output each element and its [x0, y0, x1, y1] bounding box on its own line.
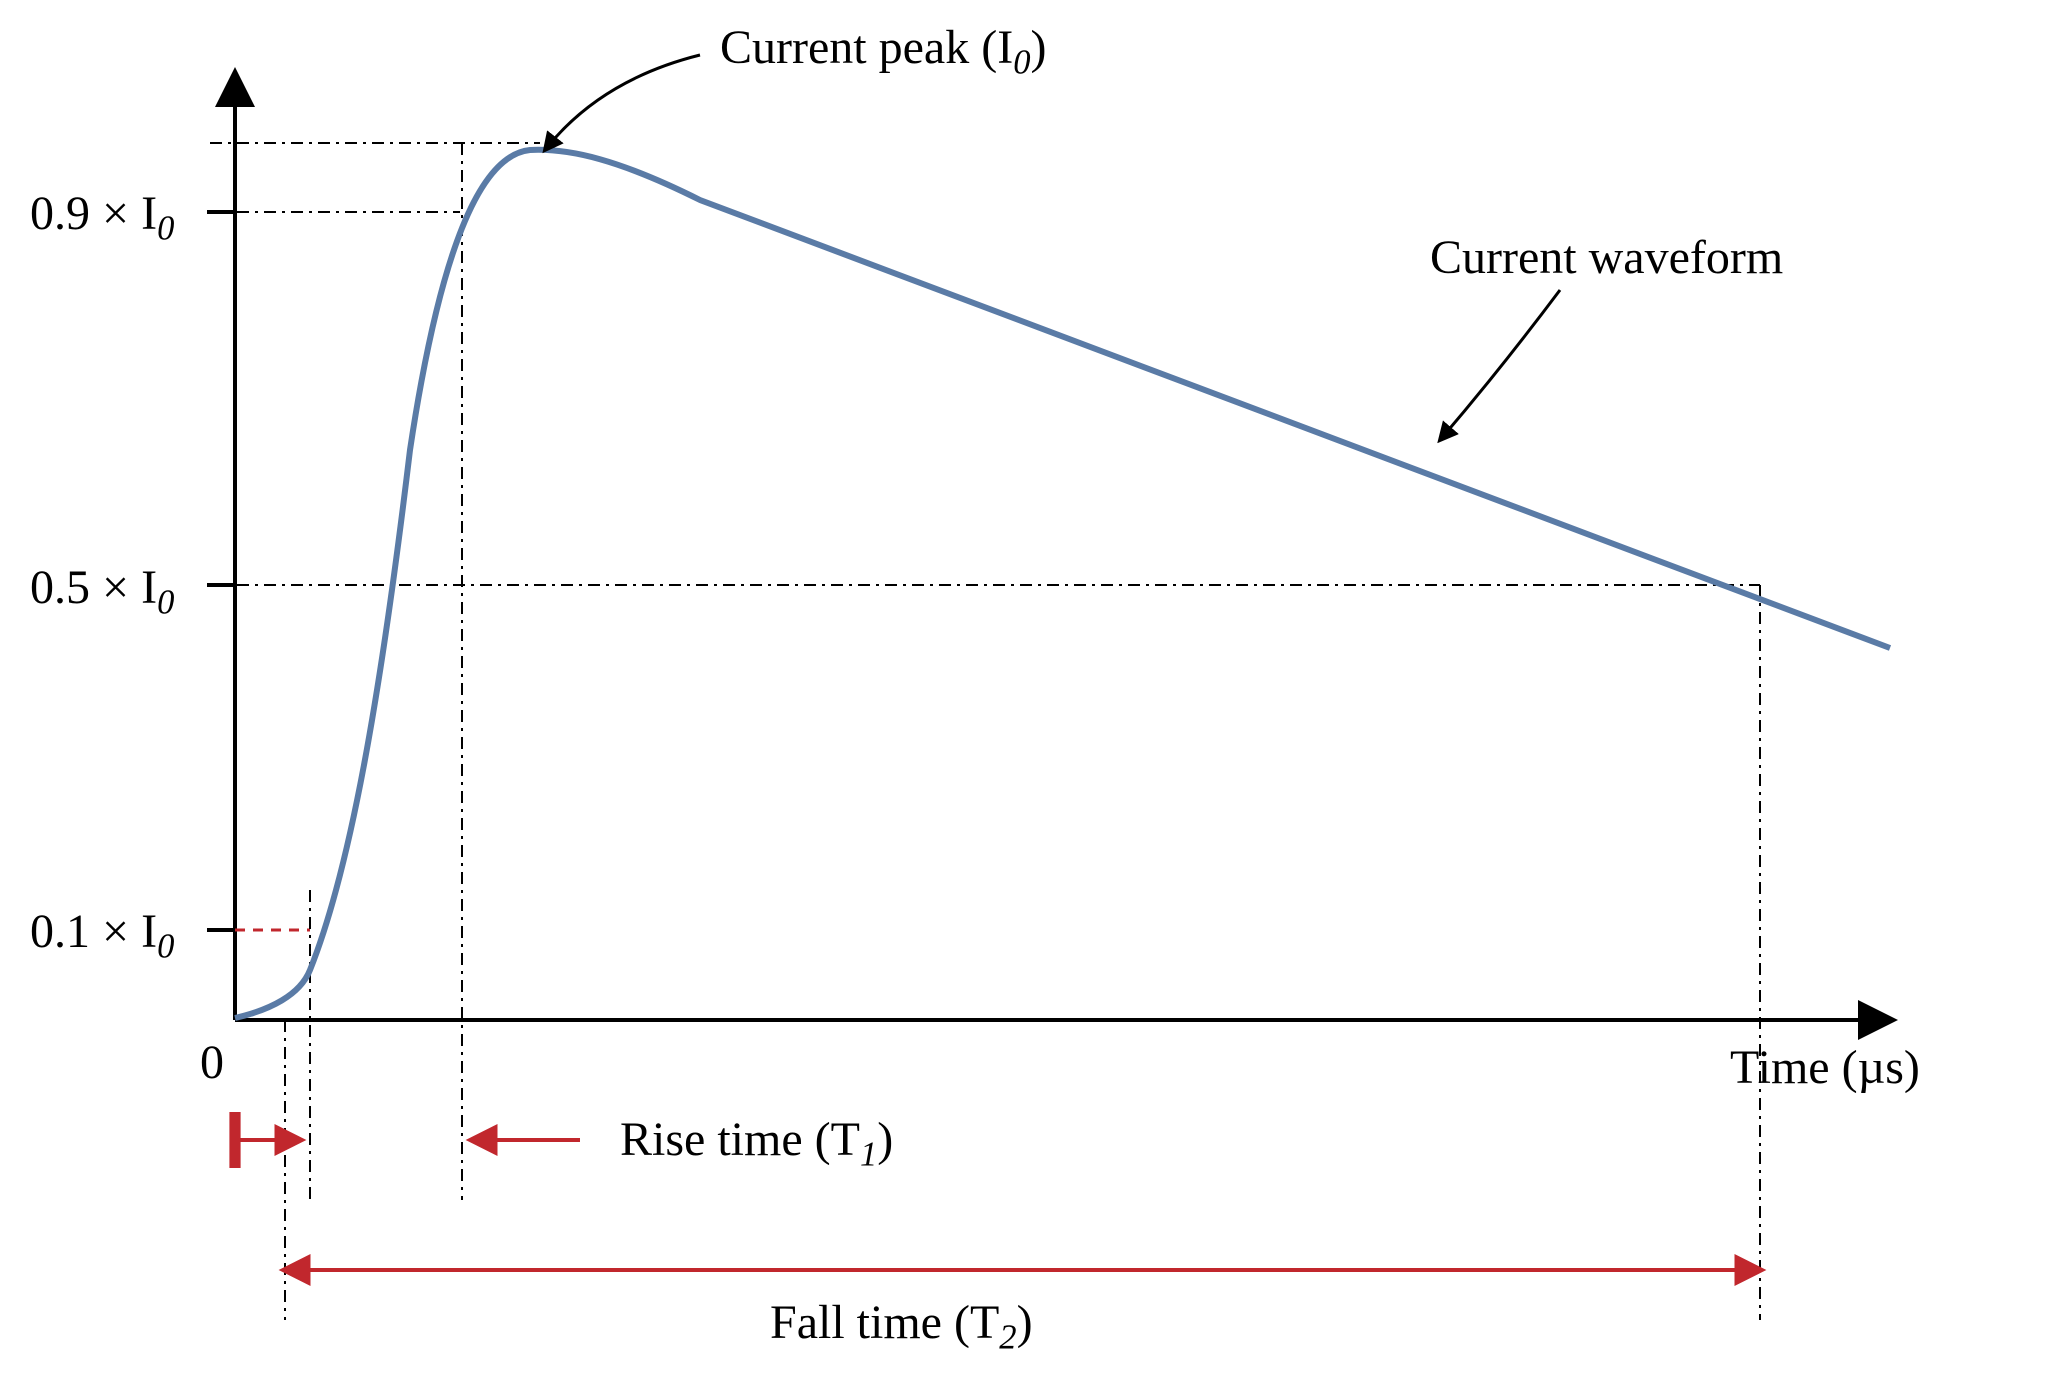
- wave-text: Current waveform: [1430, 231, 1783, 284]
- label-fall-time: Fall time (T2): [770, 1295, 1033, 1358]
- label-rise-time: Rise time (T1): [620, 1112, 893, 1175]
- peak-tail: ): [1030, 21, 1046, 74]
- i05-pre: 0.5 × I: [30, 561, 157, 614]
- time-text: Time (µs): [1730, 1041, 1920, 1094]
- i01-sub: 0: [157, 928, 174, 966]
- label-zero: 0: [200, 1035, 224, 1090]
- figure-container: 0 Time (µs) 0.9 × I0 0.5 × I0 0.1 × I0 C…: [0, 0, 2048, 1374]
- label-09I0: 0.9 × I0: [30, 186, 174, 249]
- label-05I0: 0.5 × I0: [30, 560, 174, 623]
- fall-tail: ): [1017, 1296, 1033, 1349]
- peak-sub: 0: [1013, 44, 1030, 82]
- label-01I0: 0.1 × I0: [30, 904, 174, 967]
- fall-sub: 2: [999, 1319, 1016, 1357]
- i09-sub: 0: [157, 210, 174, 248]
- fall-text: Fall time (T: [770, 1296, 999, 1349]
- peak-text: Current peak (I: [720, 21, 1013, 74]
- callout-arrow-waveform: [1440, 290, 1560, 440]
- label-peak-callout: Current peak (I0): [720, 20, 1046, 83]
- i01-pre: 0.1 × I: [30, 905, 157, 958]
- rise-text: Rise time (T: [620, 1113, 860, 1166]
- rise-sub: 1: [860, 1136, 877, 1174]
- label-waveform-callout: Current waveform: [1430, 230, 1783, 285]
- callout-arrow-peak: [545, 55, 700, 150]
- i09-pre: 0.9 × I: [30, 187, 157, 240]
- rise-tail: ): [877, 1113, 893, 1166]
- zero-text: 0: [200, 1036, 224, 1089]
- waveform-diagram: [0, 0, 2048, 1374]
- i05-sub: 0: [157, 584, 174, 622]
- label-time-axis: Time (µs): [1730, 1040, 1920, 1095]
